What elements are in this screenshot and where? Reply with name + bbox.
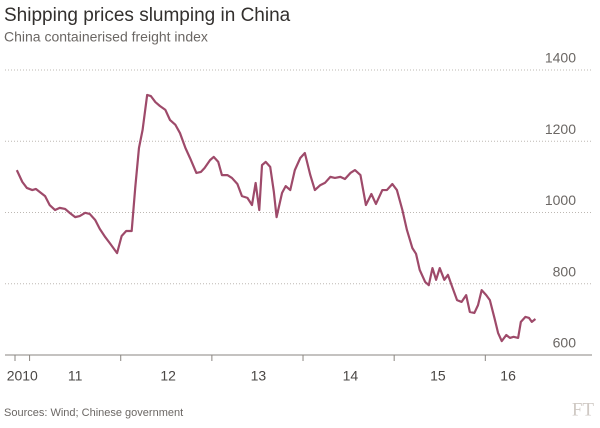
x-tick-label: 11 [68, 368, 83, 384]
y-tick-label: 600 [553, 335, 577, 351]
x-tick-label: 14 [343, 368, 359, 384]
y-tick-label: 1400 [545, 50, 576, 66]
chart-title: Shipping prices slumping in China [4, 5, 291, 26]
x-tick-label: 12 [160, 368, 176, 384]
y-tick-label: 1200 [545, 121, 576, 137]
line-series [15, 93, 537, 343]
x-tick-label: 16 [500, 368, 516, 384]
x-tick-label: 13 [251, 368, 267, 384]
x-tick-label: 15 [430, 368, 446, 384]
y-tick-label: 800 [553, 263, 577, 279]
chart-subtitle: China containerised freight index [4, 29, 208, 45]
source: Sources: Wind; Chinese government [4, 407, 183, 419]
y-tick-label: 1000 [545, 192, 576, 208]
x-tick-label: 2010 [7, 368, 38, 384]
logo: FT [572, 399, 595, 420]
